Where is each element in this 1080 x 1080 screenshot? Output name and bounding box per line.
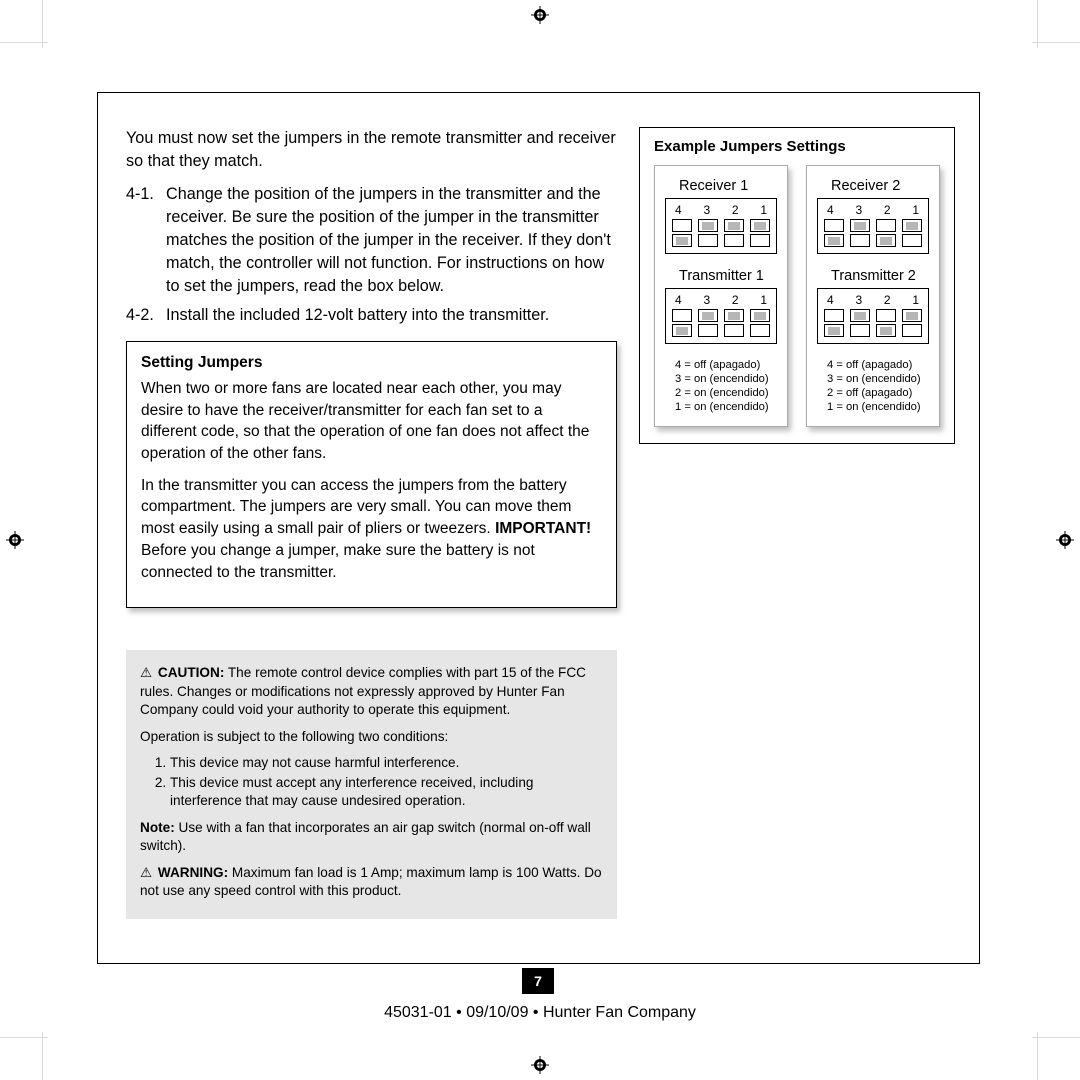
operation-list: This device may not cause harmful interf… — [140, 754, 603, 810]
dip-switch — [698, 234, 718, 247]
dip-switch — [672, 324, 692, 337]
step-number: 4-1. — [126, 183, 166, 298]
setting-jumpers-box: Setting Jumpers When two or more fans ar… — [126, 341, 617, 608]
registration-mark-icon — [531, 6, 549, 24]
step-text: Change the position of the jumpers in th… — [166, 183, 617, 298]
dip-switch — [724, 309, 744, 322]
intro-text: You must now set the jumpers in the remo… — [126, 127, 617, 173]
crop-tick — [1032, 1037, 1080, 1038]
dip-switch — [824, 234, 844, 247]
content-frame: You must now set the jumpers in the remo… — [97, 92, 980, 964]
transmitter-label: Transmitter 2 — [831, 268, 929, 284]
dip-switch — [902, 309, 922, 322]
dip-switch — [850, 309, 870, 322]
crop-tick — [1032, 42, 1080, 43]
right-column: Example Jumpers Settings Receiver 1 4321 T… — [639, 127, 955, 919]
crop-tick — [1037, 1032, 1038, 1080]
crop-tick — [42, 0, 43, 48]
caution-icon: ⚠ — [140, 665, 152, 680]
setting-jumpers-p2: In the transmitter you can access the ju… — [141, 475, 602, 583]
dip-switch — [698, 324, 718, 337]
crop-tick — [0, 1037, 48, 1038]
example-card: Receiver 2 4321 Transmitter 2 4321 4 = off (… — [806, 165, 940, 427]
step-text: Install the included 12-volt battery int… — [166, 304, 549, 327]
note-text: Note: Use with a fan that incorporates a… — [140, 819, 603, 856]
registration-mark-icon — [6, 531, 24, 549]
dip-switch — [876, 324, 896, 337]
dip-switch-diagram: 4321 — [665, 288, 777, 344]
dip-switch — [824, 309, 844, 322]
dip-switch — [698, 309, 718, 322]
page: 4 • Setting the Remote Transmitter and R… — [0, 0, 1080, 1080]
crop-tick — [0, 42, 48, 43]
page-number: 7 — [522, 968, 554, 994]
dip-switch-diagram: 4321 — [817, 198, 929, 254]
regulatory-box: ⚠ CAUTION: The remote control device com… — [126, 650, 617, 918]
example-heading: Example Jumpers Settings — [654, 138, 940, 155]
transmitter-label: Transmitter 1 — [679, 268, 777, 284]
step-4-2: 4-2.Install the included 12-volt battery… — [126, 304, 617, 327]
crop-tick — [1037, 0, 1038, 48]
crop-tick — [42, 1032, 43, 1080]
footer-text: 45031-01 • 09/10/09 • Hunter Fan Company — [0, 1004, 1080, 1022]
step-4-1: 4-1.Change the position of the jumpers i… — [126, 183, 617, 298]
operation-heading: Operation is subject to the following tw… — [140, 728, 603, 746]
dip-switch — [750, 219, 770, 232]
registration-mark-icon — [531, 1056, 549, 1074]
dip-switch — [824, 324, 844, 337]
dip-switch — [724, 234, 744, 247]
receiver-label: Receiver 1 — [679, 178, 777, 194]
left-column: You must now set the jumpers in the remo… — [126, 127, 617, 919]
dip-switch — [876, 234, 896, 247]
dip-switch — [902, 219, 922, 232]
dip-switch — [672, 219, 692, 232]
dip-switch — [850, 219, 870, 232]
dip-switch — [750, 234, 770, 247]
operation-item-2: This device must accept any interference… — [170, 774, 603, 811]
dip-switch — [876, 219, 896, 232]
dip-switch — [724, 324, 744, 337]
step-number: 4-2. — [126, 304, 166, 327]
jumper-legend: 4 = off (apagado)3 = on (encendido)2 = o… — [675, 358, 777, 414]
dip-switch — [750, 309, 770, 322]
operation-item-1: This device may not cause harmful interf… — [170, 754, 603, 772]
dip-switch-diagram: 4321 — [665, 198, 777, 254]
dip-switch-diagram: 4321 — [817, 288, 929, 344]
dip-switch — [850, 324, 870, 337]
dip-switch — [824, 219, 844, 232]
dip-switch — [902, 324, 922, 337]
dip-switch — [750, 324, 770, 337]
caution-text: ⚠ CAUTION: The remote control device com… — [140, 664, 603, 719]
setting-jumpers-p1: When two or more fans are located near e… — [141, 378, 602, 465]
dip-switch — [672, 234, 692, 247]
example-card: Receiver 1 4321 Transmitter 1 4321 4 = off (… — [654, 165, 788, 427]
example-jumpers-panel: Example Jumpers Settings Receiver 1 4321 T… — [639, 127, 955, 444]
dip-switch — [902, 234, 922, 247]
dip-switch — [850, 234, 870, 247]
dip-switch — [724, 219, 744, 232]
receiver-label: Receiver 2 — [831, 178, 929, 194]
warning-icon: ⚠ — [140, 865, 152, 880]
dip-switch — [698, 219, 718, 232]
step-list: 4-1.Change the position of the jumpers i… — [126, 183, 617, 327]
warning-text: ⚠ WARNING: Maximum fan load is 1 Amp; ma… — [140, 864, 603, 901]
dip-switch — [876, 309, 896, 322]
dip-switch — [672, 309, 692, 322]
registration-mark-icon — [1056, 531, 1074, 549]
setting-jumpers-heading: Setting Jumpers — [141, 354, 602, 372]
jumper-legend: 4 = off (apagado)3 = on (encendido)2 = o… — [827, 358, 929, 414]
